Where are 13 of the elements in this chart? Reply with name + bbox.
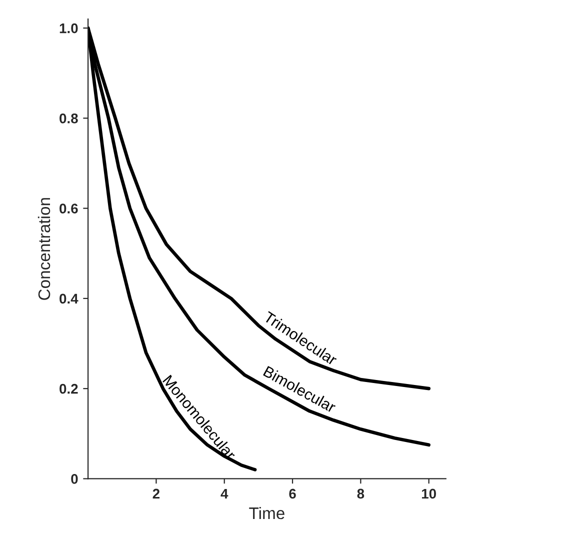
x-tick-label: 2 — [152, 488, 160, 499]
y-tick-label: 0.4 — [60, 294, 78, 304]
x-tick-label: 4 — [220, 488, 228, 499]
x-tick-label: 6 — [289, 488, 296, 499]
y-tick-label: 0.6 — [60, 204, 78, 214]
y-axis-title: Concentration — [38, 198, 50, 300]
y-tick-label: 0 — [71, 474, 78, 484]
x-tick-label: 10 — [422, 488, 436, 499]
x-tick-label: 8 — [357, 488, 364, 499]
y-tick-label: 0.2 — [60, 384, 78, 394]
x-axis-title: Time — [249, 506, 284, 520]
y-tick-label: 1.0 — [60, 23, 78, 34]
y-tick-label: 0.8 — [60, 114, 78, 124]
